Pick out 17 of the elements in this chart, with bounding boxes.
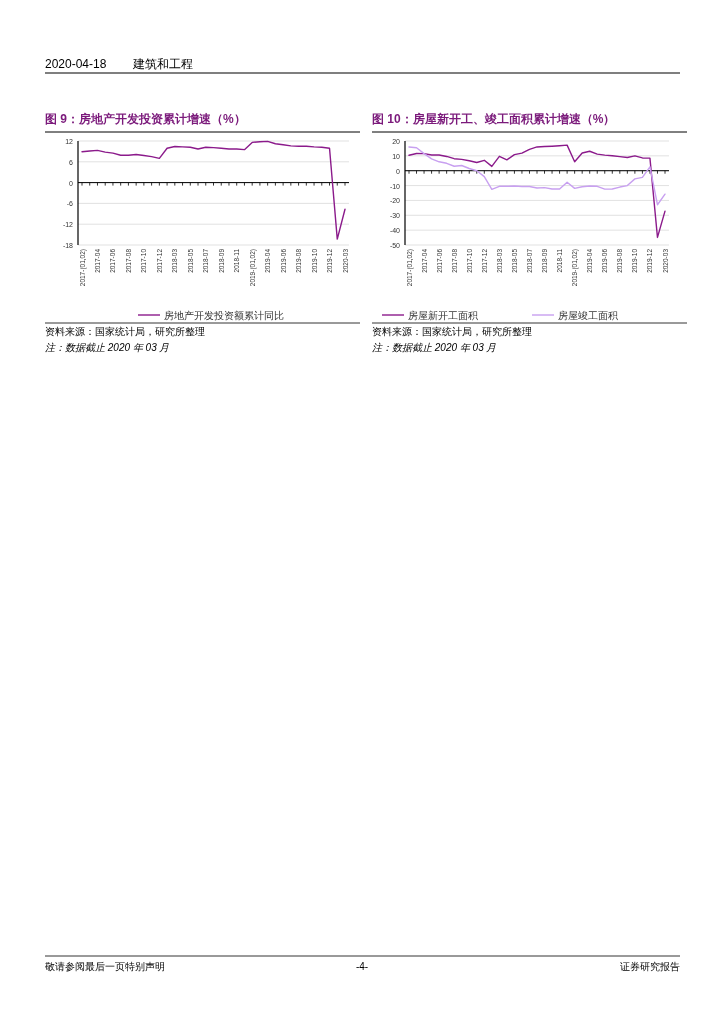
legend-label: 房屋新开工面积 [408, 309, 478, 321]
text: 2020-04-18 [45, 57, 107, 71]
line-series [408, 144, 666, 239]
legend-label: 房屋竣工面积 [558, 309, 618, 321]
legend-label: 房地产开发投资额累计同比 [164, 309, 284, 321]
text: 资料来源：国家统计局，研究所整理 [372, 326, 532, 337]
text: 证券研究报告 [620, 961, 680, 972]
text: 敬请参阅最后一页特别声明 [45, 961, 165, 972]
text: 注：数据截止 2020 年 03 月 [45, 342, 170, 353]
text: 建筑和工程 [132, 57, 193, 71]
chart-title: 图 9：房地产开发投资累计增速（%） [45, 112, 246, 126]
line-series [81, 140, 346, 240]
line-series [408, 146, 666, 206]
chart-title: 图 10：房屋新开工、竣工面积累计增速（%） [372, 112, 616, 126]
text: -4- [355, 961, 369, 972]
text: 注：数据截止 2020 年 03 月 [372, 342, 497, 353]
text: 资料来源：国家统计局，研究所整理 [45, 326, 205, 337]
